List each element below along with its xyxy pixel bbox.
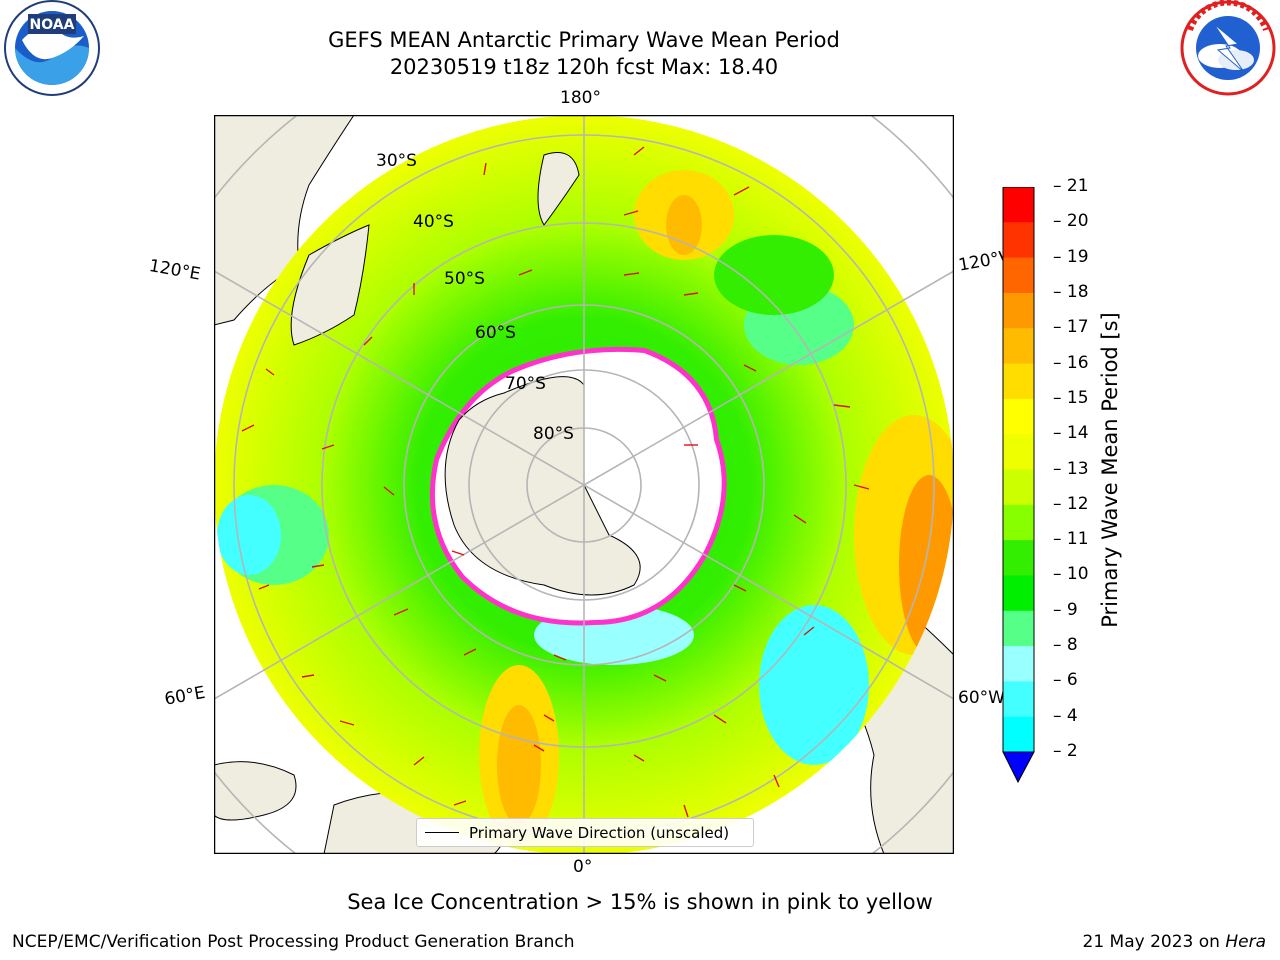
colorbar-tick-label: – 4 [1053,705,1078,726]
sea-ice-caption: Sea Ice Concentration > 15% is shown in … [347,890,933,914]
colorbar-band [1003,610,1034,647]
legend-label: Primary Wave Direction (unscaled) [469,823,730,842]
colorbar-tick-label: – 6 [1053,670,1078,691]
lon-label-120e: 120°E [147,256,202,285]
colorbar-tick-label: – 13 [1053,458,1089,479]
colorbar-tick-label: – 20 [1053,211,1089,232]
colorbar-tick-label: – 18 [1053,281,1089,302]
colorbar-tick-label: – 16 [1053,352,1089,373]
chart-subtitle: 20230519 t18z 120h fcst Max: 18.40 [389,55,779,79]
colorbar-band [1003,292,1034,329]
lon-label-180: 180° [560,88,601,108]
colorbar [1002,187,1035,784]
colorbar-tick-label: – 12 [1053,493,1089,514]
colorbar-band [1003,328,1034,365]
wave-direction-arrows [241,146,870,818]
colorbar-band [1003,398,1034,435]
colorbar-band [1003,716,1034,753]
nws-logo [1180,0,1276,96]
colorbar-band [1003,575,1034,612]
colorbar-tick-label: – 8 [1053,635,1078,656]
lat-label-30s: 30°S [376,151,417,171]
colorbar-band [1003,540,1034,576]
svg-text:NOAA: NOAA [30,17,75,33]
colorbar-tick-label: – 2 [1053,741,1078,761]
polar-map [214,115,954,854]
map-legend: Primary Wave Direction (unscaled) [416,818,754,847]
map-panel [214,115,954,854]
colorbar-band [1003,646,1034,682]
colorbar-tick-label: – 11 [1053,529,1089,550]
lat-label-80s: 80°S [533,424,574,444]
date-text: 21 May 2023 on [1082,932,1226,952]
colorbar-tick-label: – 10 [1053,564,1089,585]
colorbar-tick-label: – 14 [1053,423,1089,444]
noaa-logo: NOAA [4,0,100,96]
date-stamp: 21 May 2023 on Hera [1083,932,1267,952]
credit-text: NCEP/EMC/Verification Post Processing Pr… [12,932,575,952]
colorbar-band [1003,469,1034,506]
lat-label-50s: 50°S [444,269,485,289]
chart-title: GEFS MEAN Antarctic Primary Wave Mean Pe… [328,28,840,52]
machine-name: Hera [1225,932,1266,952]
colorbar-band [1003,222,1034,259]
colorbar-band [1003,434,1034,470]
colorbar-band [1003,363,1034,400]
colorbar-tick-label: – 9 [1053,599,1078,620]
colorbar-tick-label: – 19 [1053,246,1089,267]
colorbar-tick-label: – 21 [1053,176,1089,196]
colorbar-band [1003,681,1034,718]
colorbar-title: Primary Wave Mean Period [s] [1098,312,1122,628]
colorbar-band [1003,257,1034,294]
colorbar-extend-triangle [1002,751,1035,784]
colorbar-band [1003,187,1034,223]
colorbar-band [1003,504,1034,541]
colorbar-tick-label: – 15 [1053,387,1089,408]
colorbar-tick-label: – 17 [1053,317,1089,338]
legend-line-swatch [425,832,459,833]
lon-label-0: 0° [573,857,593,877]
lon-label-60e: 60°E [163,682,207,710]
lon-label-60w: 60°W [958,688,1005,708]
lat-label-70s: 70°S [505,374,546,394]
lat-label-40s: 40°S [413,212,454,232]
lat-label-60s: 60°S [475,323,516,343]
